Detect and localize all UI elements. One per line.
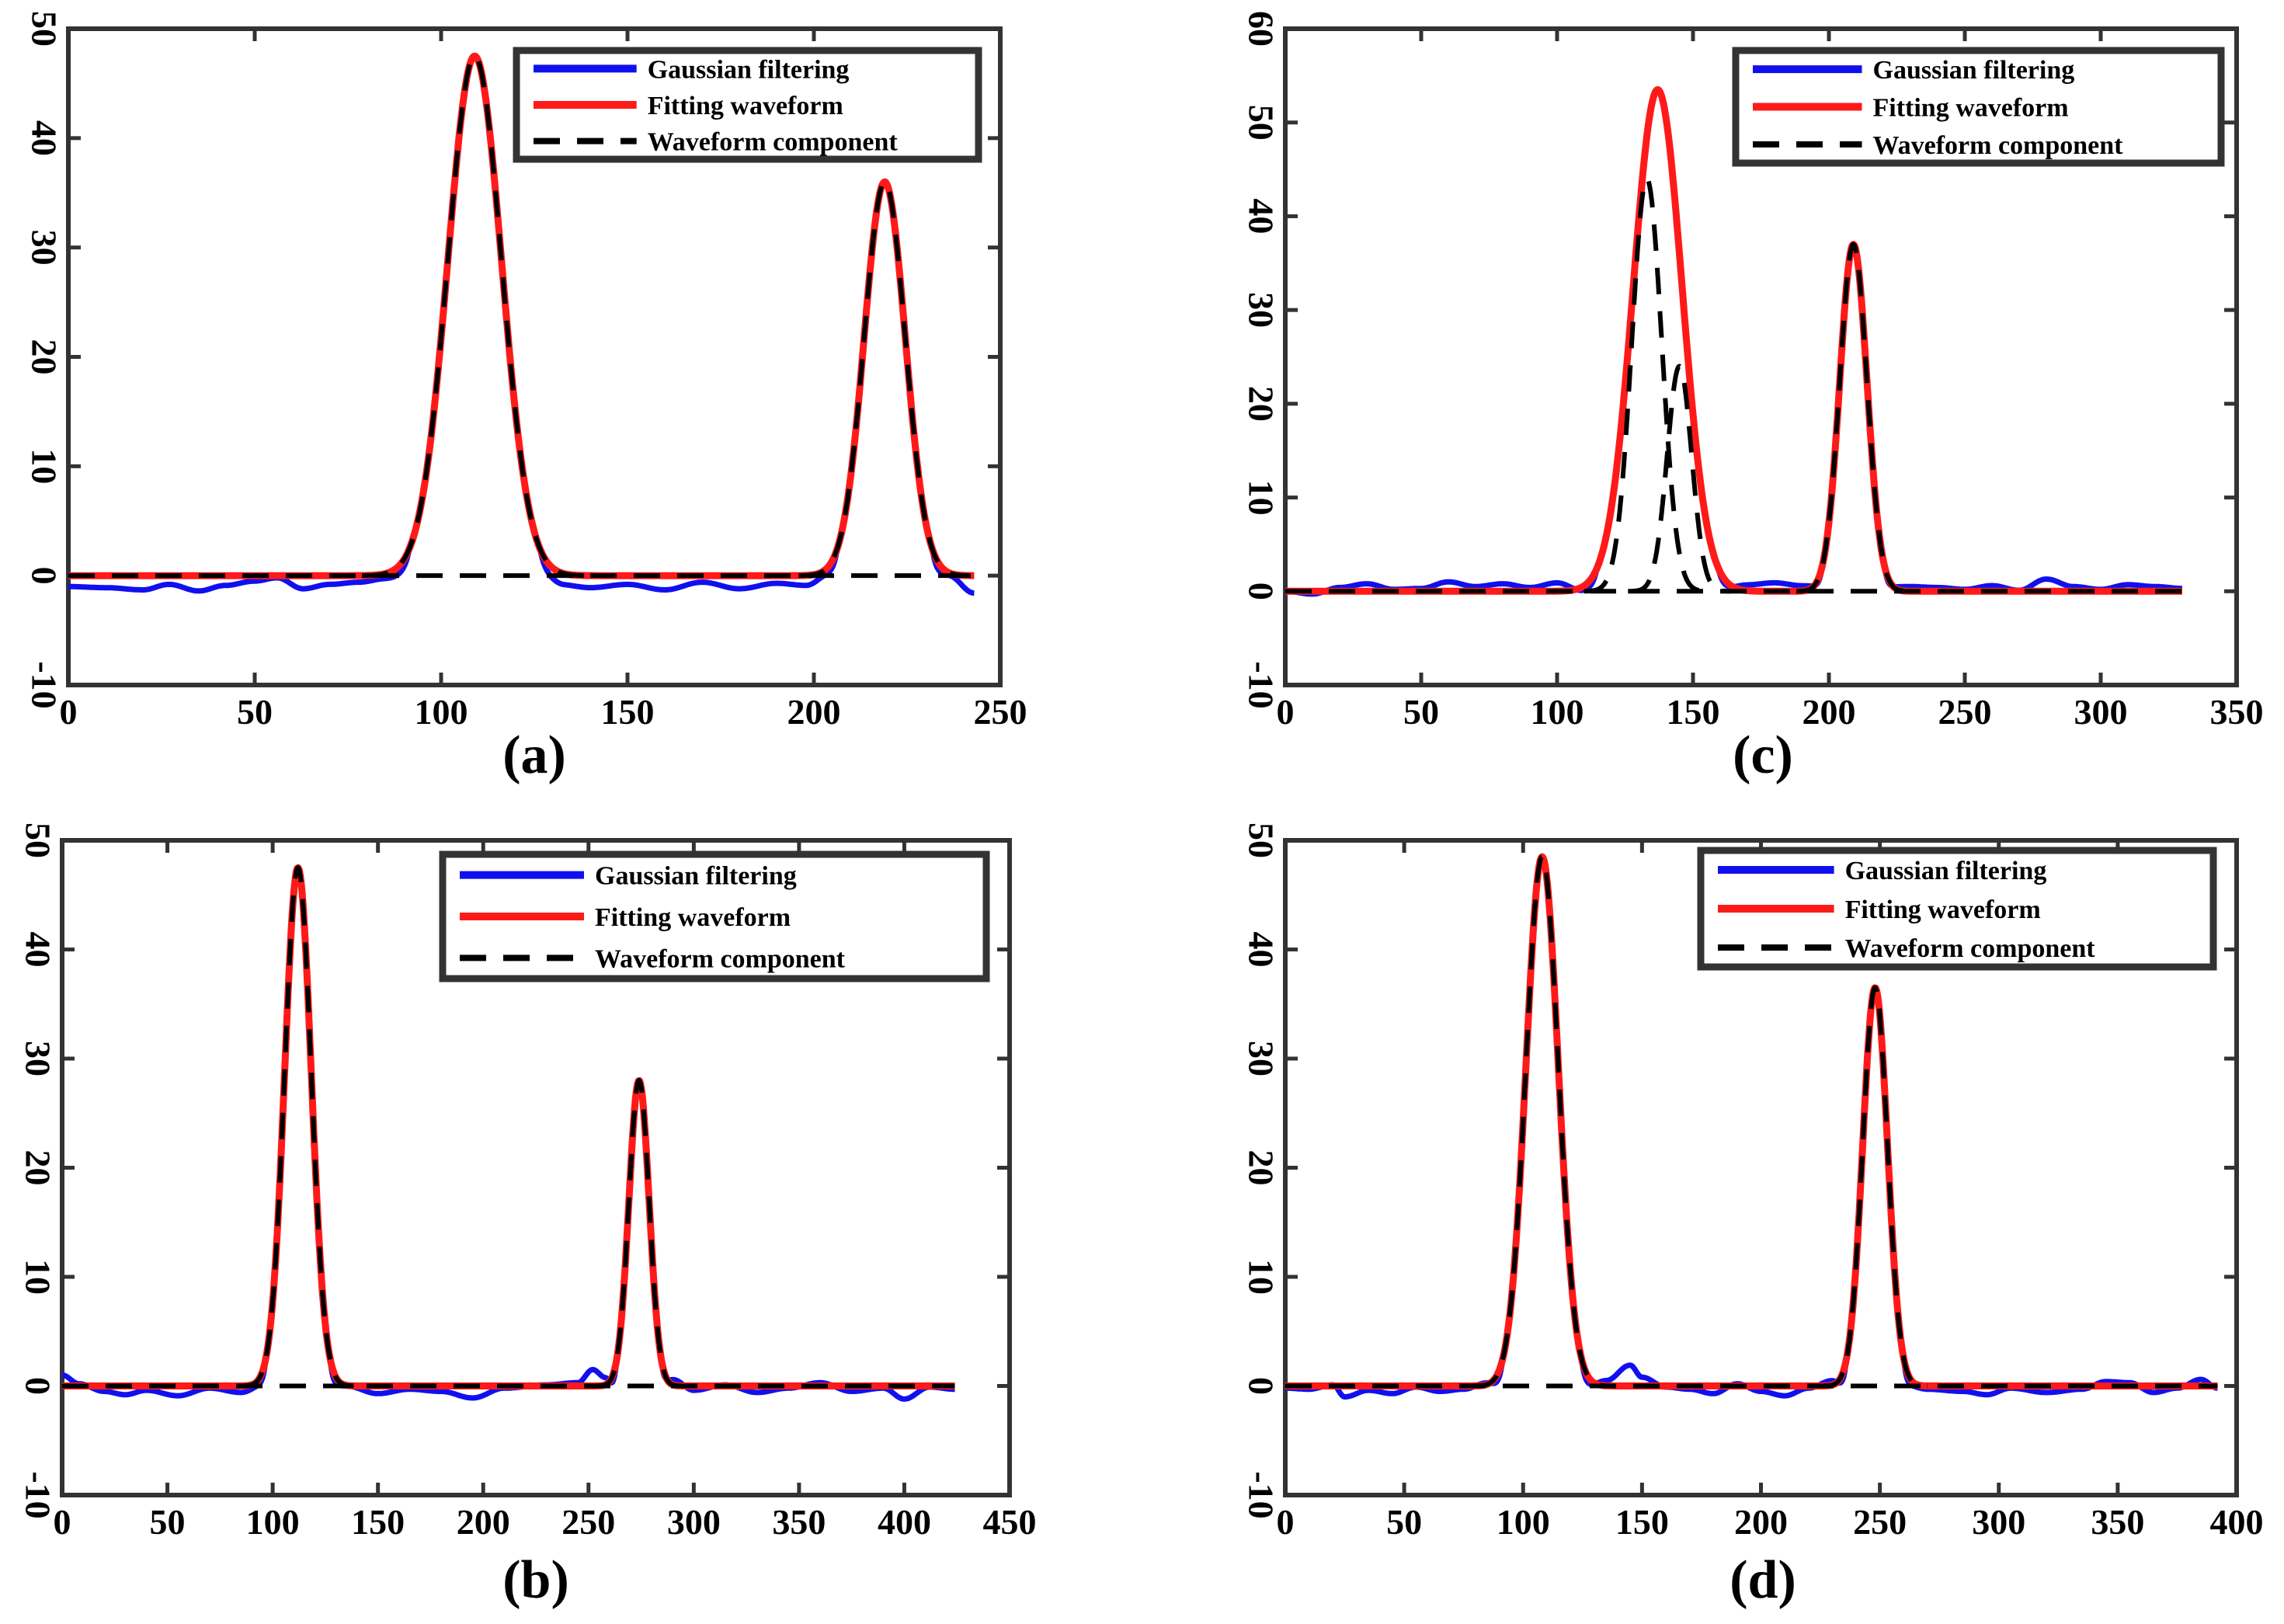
y-tick-label: -10 bbox=[18, 1471, 57, 1518]
y-tick-label: 10 bbox=[18, 1259, 57, 1295]
x-tick-label: 150 bbox=[1615, 1502, 1669, 1542]
panel-c-legend: Gaussian filtering Fitting waveform Wavefo… bbox=[1732, 47, 2225, 167]
legend-label: Fitting waveform bbox=[1845, 895, 2041, 924]
legend-label: Fitting waveform bbox=[648, 92, 843, 120]
y-tick-label: 50 bbox=[18, 822, 57, 858]
x-tick-label: 50 bbox=[1386, 1502, 1422, 1542]
x-tick-label: 400 bbox=[878, 1502, 931, 1542]
x-tick-label: 200 bbox=[1734, 1502, 1788, 1542]
legend-label: Fitting waveform bbox=[595, 903, 791, 932]
panel-c-label: (c) bbox=[1733, 725, 1793, 785]
panel-c-axes-frame bbox=[1283, 26, 2239, 687]
legend-label: Waveform component bbox=[1873, 131, 2124, 160]
x-tick-label: 400 bbox=[2210, 1502, 2264, 1542]
x-tick-label: 50 bbox=[150, 1502, 186, 1542]
chart-panel-d: (d) Gaussian filtering Fitting waveform Wa… bbox=[1241, 822, 2263, 1610]
legend-label: Waveform component bbox=[1845, 934, 2096, 963]
y-tick-label: 50 bbox=[1241, 822, 1281, 858]
waveform-component-series bbox=[798, 179, 972, 579]
y-tick-label: 40 bbox=[1241, 932, 1281, 968]
x-tick-label: 0 bbox=[54, 1502, 71, 1542]
x-tick-label: 100 bbox=[246, 1502, 300, 1542]
panel-a-legend: Gaussian filtering Fitting waveform Wavefo… bbox=[513, 47, 982, 163]
x-tick-label: 250 bbox=[974, 692, 1027, 732]
y-tick-label: 40 bbox=[18, 932, 57, 968]
y-tick-label: 40 bbox=[1241, 198, 1281, 234]
waveform-component-series bbox=[1823, 985, 1928, 1389]
x-tick-label: 350 bbox=[772, 1502, 826, 1542]
x-tick-label: 350 bbox=[2091, 1502, 2144, 1542]
y-tick-label: 0 bbox=[1241, 582, 1281, 600]
y-tick-label: 0 bbox=[1241, 1377, 1281, 1395]
x-tick-label: 0 bbox=[1277, 692, 1295, 732]
y-tick-label: 20 bbox=[1241, 386, 1281, 422]
y-tick-label: 30 bbox=[1241, 292, 1281, 328]
y-tick-label: 0 bbox=[24, 567, 64, 585]
x-tick-label: 150 bbox=[1667, 692, 1720, 732]
x-tick-label: 300 bbox=[1972, 1502, 2025, 1542]
y-tick-label: 20 bbox=[24, 339, 64, 375]
chart-panel-c: (c) Gaussian filtering Fitting waveform Wa… bbox=[1241, 11, 2263, 785]
x-tick-label: 50 bbox=[1403, 692, 1439, 732]
panel-a-label: (a) bbox=[502, 725, 566, 785]
y-tick-label: 20 bbox=[1241, 1150, 1281, 1186]
legend-label: Gaussian filtering bbox=[595, 862, 797, 891]
legend-label: Fitting waveform bbox=[1873, 94, 2069, 123]
y-tick-label: 10 bbox=[24, 448, 64, 484]
x-tick-label: 250 bbox=[561, 1502, 615, 1542]
panel-d-label: (d) bbox=[1730, 1550, 1796, 1610]
legend-label: Waveform component bbox=[595, 944, 846, 973]
legend-label: Gaussian filtering bbox=[1845, 857, 2047, 885]
y-tick-label: 0 bbox=[18, 1377, 57, 1395]
y-tick-label: 30 bbox=[18, 1041, 57, 1076]
y-tick-label: 30 bbox=[1241, 1041, 1281, 1076]
waveform-component-series bbox=[1474, 854, 1611, 1389]
x-tick-label: 0 bbox=[60, 692, 78, 732]
x-tick-label: 100 bbox=[415, 692, 468, 732]
y-tick-label: -10 bbox=[24, 661, 64, 708]
x-tick-label: 200 bbox=[457, 1502, 510, 1542]
y-tick-label: -10 bbox=[1241, 1471, 1281, 1518]
y-tick-label: -10 bbox=[1241, 661, 1281, 708]
y-tick-label: 50 bbox=[24, 11, 64, 47]
panel-b-label: (b) bbox=[502, 1550, 569, 1610]
x-tick-label: 250 bbox=[1853, 1502, 1907, 1542]
y-tick-label: 10 bbox=[1241, 480, 1281, 516]
y-tick-label: 10 bbox=[1241, 1259, 1281, 1295]
x-tick-label: 250 bbox=[1938, 692, 1992, 732]
x-tick-label: 350 bbox=[2210, 692, 2264, 732]
x-tick-label: 0 bbox=[1277, 1502, 1295, 1542]
legend-label: Gaussian filtering bbox=[648, 55, 850, 84]
legend-label: Waveform component bbox=[648, 128, 899, 157]
x-tick-label: 50 bbox=[237, 692, 273, 732]
panel-b-legend: Gaussian filtering Fitting waveform Wavefo… bbox=[439, 850, 990, 982]
x-tick-label: 450 bbox=[983, 1502, 1037, 1542]
x-tick-label: 100 bbox=[1531, 692, 1584, 732]
waveform-component-series bbox=[1584, 176, 1710, 594]
chart-panel-b: (b) Gaussian filtering Fitting waveform Wa… bbox=[18, 822, 1036, 1610]
y-tick-label: 20 bbox=[18, 1150, 57, 1186]
x-tick-label: 200 bbox=[1803, 692, 1856, 732]
chart-panel-a: (a) Gaussian filtering Fitting waveform Wa… bbox=[24, 11, 1027, 785]
y-tick-label: 30 bbox=[24, 230, 64, 266]
waveform-component-series bbox=[596, 1077, 682, 1389]
waveform-component-series bbox=[1628, 363, 1731, 594]
y-tick-label: 40 bbox=[24, 120, 64, 156]
waveform-component-series bbox=[1796, 242, 1910, 594]
x-tick-label: 300 bbox=[2074, 692, 2128, 732]
legend-label: Gaussian filtering bbox=[1873, 56, 2075, 85]
x-tick-label: 300 bbox=[667, 1502, 721, 1542]
y-tick-label: 60 bbox=[1241, 11, 1281, 47]
x-tick-label: 150 bbox=[601, 692, 655, 732]
panel-d-legend: Gaussian filtering Fitting waveform Wavefo… bbox=[1697, 847, 2217, 971]
y-tick-label: 50 bbox=[1241, 105, 1281, 141]
x-tick-label: 200 bbox=[787, 692, 841, 732]
waveform-component-series bbox=[242, 864, 354, 1389]
x-tick-label: 100 bbox=[1497, 1502, 1550, 1542]
x-tick-label: 150 bbox=[351, 1502, 405, 1542]
